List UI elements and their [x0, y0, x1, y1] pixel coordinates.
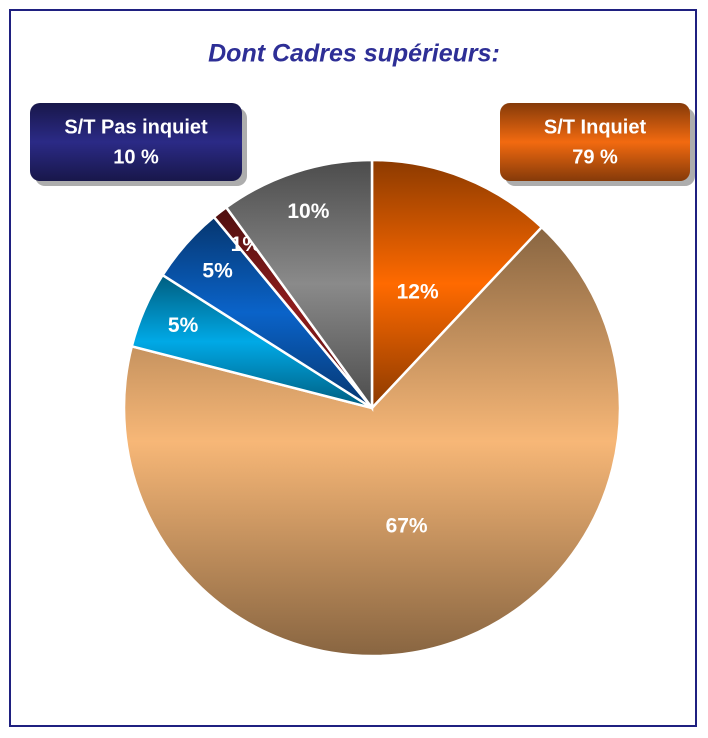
- annotation-value: 10 %: [113, 146, 159, 168]
- slice-label: 5%: [202, 259, 233, 282]
- pie-slice: [122, 225, 622, 658]
- chart-title: Dont Cadres supérieurs:: [208, 40, 500, 68]
- slice-label: 5%: [168, 314, 199, 337]
- annotation-value: 79 %: [572, 146, 618, 168]
- slice-label: 67%: [386, 515, 428, 538]
- pie-slice: [224, 158, 374, 412]
- annotation-text: S/T Pas inquiet: [64, 116, 208, 138]
- slice-label: 12%: [397, 280, 439, 303]
- annotation-box: [500, 103, 690, 181]
- pie-slice: [370, 158, 544, 412]
- slice-label: 10%: [287, 200, 329, 223]
- annotation-box: [30, 103, 242, 181]
- annotation-text: S/T Inquiet: [544, 116, 647, 138]
